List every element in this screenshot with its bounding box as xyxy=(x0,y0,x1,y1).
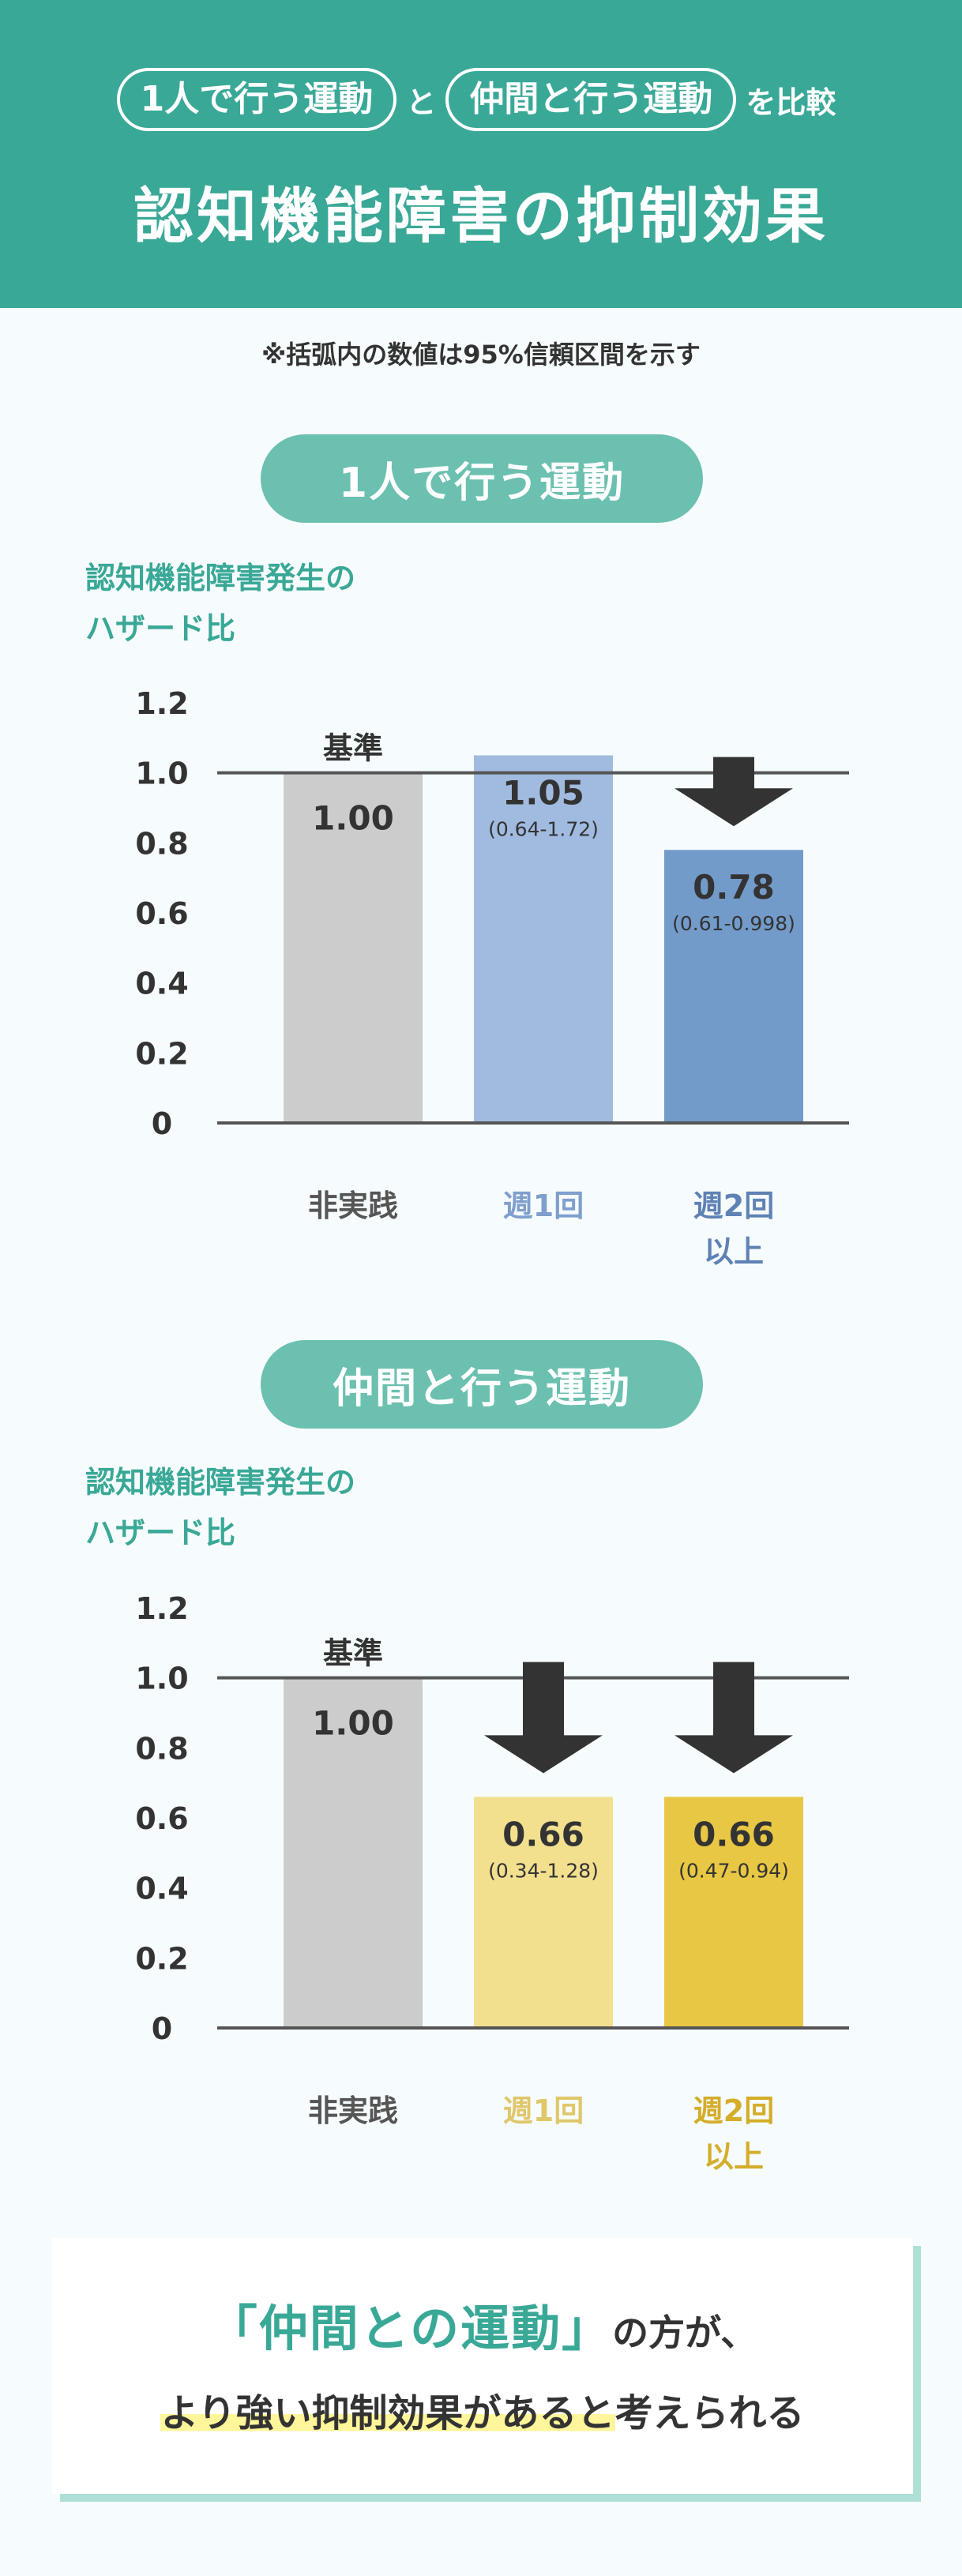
x-category-label: 週2回 以上 xyxy=(693,1188,775,1269)
y-tick-label: 0.6 xyxy=(135,1801,188,1836)
value-label: 1.00 xyxy=(312,799,394,838)
confidence-interval-label: (0.64-1.72) xyxy=(488,818,599,841)
solo-exercise-pill: 1人で行う運動 xyxy=(116,68,397,131)
x-category-label: 週1回 xyxy=(502,2093,584,2128)
hazard-ratio-chart-solo: 0 0.2 0.4 0.6 0.8 1.0 1.2 基準 1.00 1.05 (0.64-1.72)… xyxy=(135,686,849,1141)
group-exercise-pill: 仲間と行う運動 xyxy=(445,68,737,131)
y-tick-label: 0.8 xyxy=(135,826,188,861)
hazard-ratio-chart-group: 0 0.2 0.4 0.6 0.8 1.0 1.2 基準 1.00 0.66 (0.34-1.28)… xyxy=(135,1591,849,2046)
x-category-label: 非実践 xyxy=(307,1188,398,1223)
y-tick-label: 0 xyxy=(152,1106,172,1141)
conclusion-rest: の方が、 xyxy=(612,2311,757,2354)
y-axis-label: 認知機能障害発生の ハザード比 xyxy=(85,1457,480,1558)
confidence-interval-label: (0.34-1.28) xyxy=(488,1859,599,1882)
section-title-group: 仲間と行う運動 xyxy=(261,1340,703,1429)
y-tick-label: 0 xyxy=(152,2011,172,2046)
value-label: 0.66 xyxy=(693,1815,775,1853)
x-axis-labels-group: 非実践 週1回 週2回 以上 xyxy=(0,2082,962,2192)
conclusion-box: 「仲間との運動」の方が、 より強い抑制効果があると考えられる xyxy=(52,2238,913,2494)
down-arrow-icon xyxy=(675,757,793,827)
bar xyxy=(474,1797,613,2028)
y-tick-label: 1.0 xyxy=(135,1662,188,1696)
comparison-line: 1人で行う運動 と 仲間と行う運動 を比較 xyxy=(0,68,962,131)
y-axis-label: 認知機能障害発生の ハザード比 xyxy=(85,553,480,654)
value-label: 1.05 xyxy=(502,774,584,813)
conclusion-tail: 考えられる xyxy=(614,2391,805,2435)
bar xyxy=(284,772,423,1123)
conclusion-line1: 「仲間との運動」の方が、 xyxy=(52,2289,913,2360)
bar xyxy=(474,755,613,1123)
header-banner: 1人で行う運動 と 仲間と行う運動 を比較 認知機能障害の抑制効果 xyxy=(0,0,962,308)
y-axis-label-line1: 認知機能障害発生の xyxy=(85,561,356,595)
conclusion-marked-text: より強い抑制効果があると xyxy=(160,2391,615,2435)
x-category-label: 非実践 xyxy=(307,2093,398,2128)
down-arrow-icon xyxy=(484,1662,603,1774)
value-label: 0.78 xyxy=(693,868,775,907)
compare-text: を比較 xyxy=(746,84,836,120)
conclusion-line2: より強い抑制効果があると考えられる xyxy=(52,2382,913,2437)
y-axis-label-line1: 認知機能障害発生の xyxy=(85,1465,356,1500)
page-title: 認知機能障害の抑制効果 xyxy=(133,181,829,251)
x-axis-labels-solo: 非実践 週1回 週2回 以上 xyxy=(0,1177,962,1287)
y-tick-label: 1.0 xyxy=(135,757,188,791)
reference-label: 基準 xyxy=(323,731,383,766)
bar xyxy=(284,1677,423,2028)
y-tick-label: 0.4 xyxy=(135,1872,188,1906)
y-tick-label: 1.2 xyxy=(135,1591,188,1626)
y-tick-label: 1.2 xyxy=(135,686,188,721)
section-title-solo: 1人で行う運動 xyxy=(261,434,703,523)
y-tick-label: 0.2 xyxy=(135,1941,188,1976)
value-label: 1.00 xyxy=(312,1704,394,1743)
bar xyxy=(664,850,803,1123)
conclusion-highlight: 「仲間との運動」 xyxy=(208,2300,613,2357)
reference-label: 基準 xyxy=(323,1636,383,1671)
confidence-interval-label: (0.47-0.94) xyxy=(678,1859,789,1882)
conjunction-text: と xyxy=(406,84,437,120)
value-label: 0.66 xyxy=(502,1815,584,1853)
down-arrow-icon xyxy=(675,1662,793,1774)
y-tick-label: 0.2 xyxy=(135,1036,188,1071)
bar xyxy=(664,1797,803,2028)
x-category-label: 週2回 以上 xyxy=(693,2093,775,2174)
y-axis-label-line2: ハザード比 xyxy=(85,1515,236,1550)
y-tick-label: 0.8 xyxy=(135,1731,188,1766)
y-axis-label-line2: ハザード比 xyxy=(85,611,236,646)
y-tick-label: 0.4 xyxy=(135,967,188,1001)
confidence-interval-label: (0.61-0.998) xyxy=(672,912,795,935)
x-category-label: 週1回 xyxy=(502,1188,584,1223)
confidence-interval-note: ※括弧内の数値は95%信頼区間を示す xyxy=(261,340,701,370)
y-tick-label: 0.6 xyxy=(135,896,188,931)
